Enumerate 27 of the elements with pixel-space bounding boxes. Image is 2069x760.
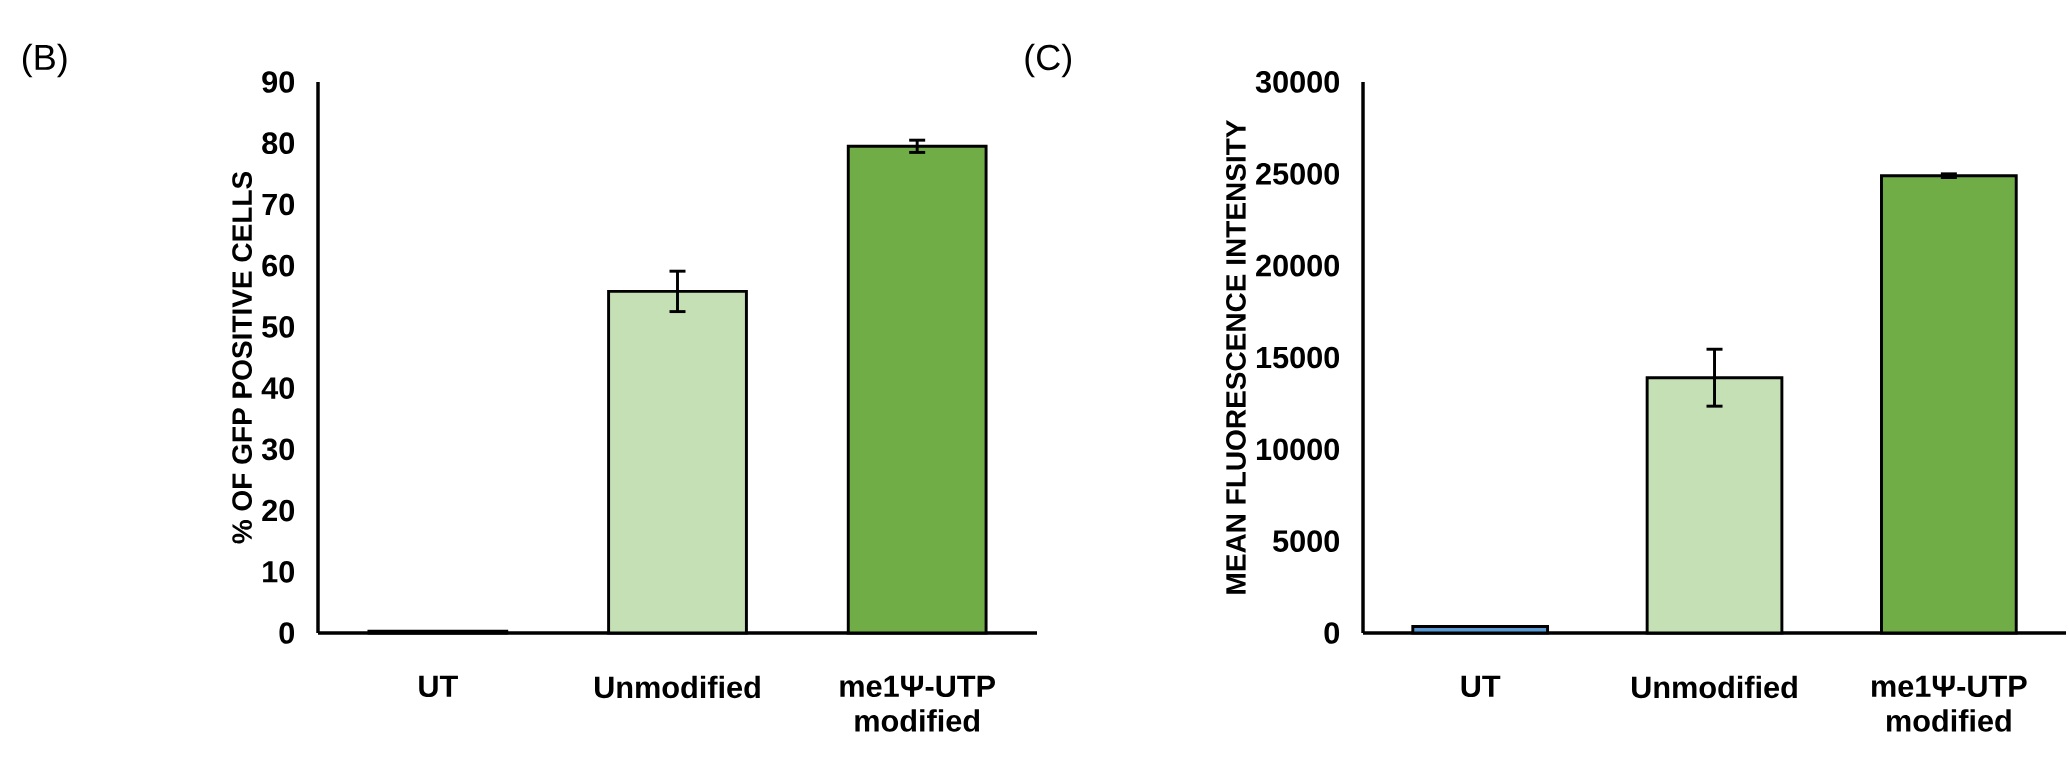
x-tick-label: UT — [419, 675, 458, 698]
y-tick-label: 60 — [262, 254, 295, 277]
x-tick-label: Unmodified — [1632, 675, 1797, 699]
text: (C) — [1025, 43, 1071, 78]
y-tick-label: 25000 — [1256, 162, 1340, 185]
y-tick-label: 20000 — [1256, 254, 1340, 277]
y-tick-label: 5000 — [1273, 530, 1340, 553]
y-tick-label: 30000 — [1255, 71, 1340, 93]
x-tick-label: Unmodified — [595, 675, 760, 699]
x-tick-label: me1Ψ-UTP modified — [840, 675, 995, 732]
x-tick-label: me1Ψ-UTP modified — [1872, 675, 2027, 732]
y-tick-label: 10 — [263, 560, 295, 583]
y-tick-label: 10000 — [1256, 438, 1340, 461]
x-tick-label: UT — [1461, 675, 1501, 698]
y-tick-label: 0 — [279, 622, 295, 644]
y-axis-title: % OF GFP POSITIVE CELLS — [232, 171, 253, 544]
y-tick-label: 20 — [262, 499, 295, 522]
y-tick-label: 40 — [261, 377, 295, 399]
y-tick-label: 80 — [262, 132, 295, 155]
y-tick-label: 70 — [262, 193, 295, 216]
chart-title: (B) — [22, 43, 67, 78]
y-tick-label: 0 — [1324, 622, 1340, 644]
y-tick-label: 90 — [262, 71, 295, 93]
y-tick-label: 50 — [262, 316, 295, 338]
y-tick-label: 15000 — [1256, 346, 1340, 369]
y-tick-label: 30 — [261, 438, 295, 461]
y-axis-title: MEAN FLUORESCENCE INTENSITY — [1226, 119, 1246, 594]
